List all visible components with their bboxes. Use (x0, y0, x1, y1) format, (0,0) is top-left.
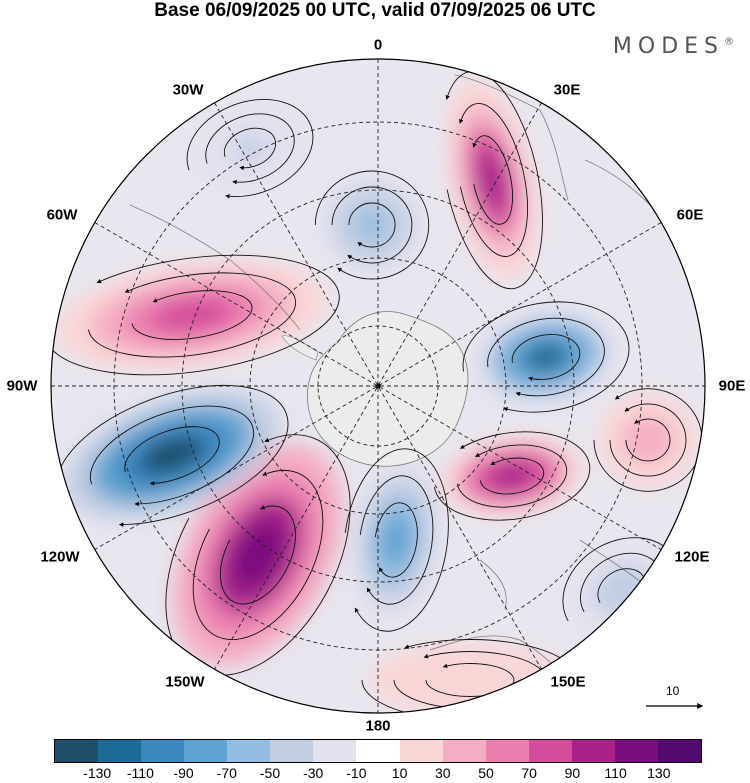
colorbar-segment (313, 740, 357, 762)
lon-label-90w: 90W (6, 377, 38, 395)
colorbar-tick-label: 90 (564, 765, 581, 781)
brand-text: MODES (612, 34, 724, 59)
streamline (472, 135, 514, 225)
colorbar-segment (657, 740, 701, 762)
modes-logo: MODES® (613, 34, 734, 59)
streamline (344, 448, 449, 632)
streamline (186, 99, 314, 199)
streamline (434, 431, 591, 521)
colorbar-segment (270, 740, 314, 762)
colorbar-segment (399, 740, 443, 762)
polar-map (50, 58, 706, 714)
lon-label-60e: 60E (676, 206, 704, 224)
lon-label-0: 0 (373, 36, 383, 54)
colorbar-tick-label: 50 (478, 765, 494, 781)
cell-west-pacific-high-core-3 (440, 668, 500, 692)
streamline (51, 254, 340, 376)
streamline (456, 444, 568, 508)
lon-label-120e: 120E (674, 548, 710, 566)
streamline (462, 301, 630, 413)
cell-indian-low-core-3 (522, 341, 570, 373)
colorbar-tick-label: -90 (173, 765, 194, 781)
colorbar-segment (571, 740, 615, 762)
colorbar-segment (528, 740, 572, 762)
lon-label-120w: 120W (40, 548, 80, 566)
cell-ross-low-core-3 (381, 514, 411, 566)
colorbar-segment (442, 740, 486, 762)
lon-label-30e: 30E (553, 81, 581, 99)
registered-mark: ® (724, 36, 734, 48)
streamline (331, 186, 413, 264)
colorbar-segment (356, 740, 400, 762)
colorbar-tick-label: -30 (303, 765, 324, 781)
reference-vector-label: 10 (666, 684, 680, 698)
colorbar-segment (55, 740, 99, 762)
lon-label-150w: 150W (165, 673, 205, 691)
cell-amundsen-low-core-3 (139, 435, 205, 475)
streamline (192, 469, 324, 641)
streamline (88, 272, 297, 358)
colorbar-tick-label: -130 (83, 765, 112, 781)
streamline (511, 334, 581, 382)
colorbar-tick-label: -70 (216, 765, 237, 781)
cell-wedell-low-core-3 (232, 134, 268, 162)
map-border (50, 58, 706, 714)
colorbar-tick-label: 10 (391, 765, 408, 781)
chart-title: Base 06/09/2025 00 UTC, valid 07/09/2025… (154, 0, 596, 21)
streamline (359, 475, 434, 605)
cell-south-atlantic-low-core-3 (356, 210, 388, 240)
colorbar-tick-label: 110 (604, 765, 627, 781)
colorbar-segment (227, 740, 271, 762)
streamline (220, 505, 296, 605)
cell-tasman-high-core-3 (633, 425, 663, 455)
streamline (458, 103, 528, 257)
cell-se-atlantic-high-core-3 (477, 149, 507, 211)
lon-label-180: 180 (365, 717, 391, 735)
colorbar-segment (614, 740, 658, 762)
streamline (223, 127, 277, 171)
colorbar-tick-label: -10 (346, 765, 367, 781)
map-disk (51, 59, 705, 713)
streamline (487, 317, 605, 397)
streamline (479, 457, 545, 495)
colorbar (54, 739, 702, 763)
cell-patagonia-high-core-3 (151, 298, 233, 332)
streamline (609, 403, 687, 477)
colorbar-tick-label: -50 (259, 765, 281, 781)
streamline (348, 202, 396, 248)
south-pole-marker (375, 383, 381, 389)
streamline (55, 385, 289, 527)
streamline (374, 502, 418, 578)
anomaly-field (55, 79, 698, 713)
cell-southern-indian-high-core-3 (490, 463, 534, 489)
streamline (89, 405, 255, 507)
colorbar-tick-label: 130 (647, 765, 671, 781)
lon-label-90e: 90E (718, 377, 746, 395)
antarctica (281, 311, 469, 467)
colorbar-segment (184, 740, 228, 762)
colorbar-tick-label: 30 (435, 765, 451, 781)
lon-label-30w: 30W (172, 81, 204, 99)
colorbar-segment (141, 740, 185, 762)
colorbar-segment (485, 740, 529, 762)
colorbar-ticks: -130 -110 -90 -70 -50 -30 -10 10 30 50 70 90 110 130 (0, 765, 750, 783)
lon-label-150e: 150E (550, 673, 586, 691)
streamline (205, 113, 295, 185)
colorbar-tick-label: 70 (521, 765, 537, 781)
streamline (314, 170, 430, 280)
colorbar-segment (98, 740, 142, 762)
streamline (165, 434, 351, 676)
graticule (51, 59, 705, 713)
colorbar-tick-label: -110 (126, 765, 154, 781)
streamline (124, 426, 220, 486)
streamline (625, 418, 671, 462)
reference-vector: 10 (644, 682, 704, 722)
lon-label-60w: 60W (46, 206, 78, 224)
streamline (131, 290, 253, 340)
